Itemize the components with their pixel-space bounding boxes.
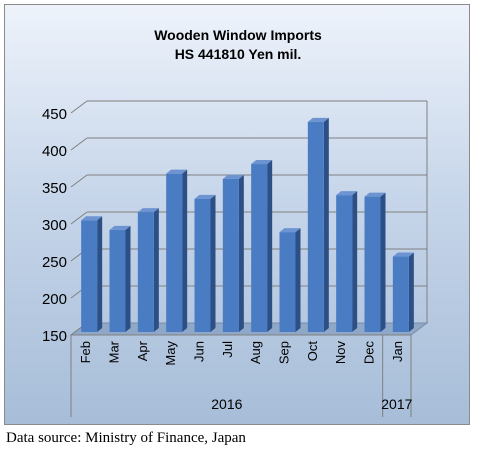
year-group-label: 2016 xyxy=(211,396,242,412)
chart-panel: Wooden Window Imports HS 441810 Yen mil.… xyxy=(4,4,470,425)
bar-top xyxy=(279,228,301,233)
bar-side xyxy=(408,252,414,332)
bar-side xyxy=(153,208,159,332)
y-tick-label: 300 xyxy=(42,217,67,234)
bar-top xyxy=(194,194,216,199)
bar-side xyxy=(380,192,386,332)
x-tick-label: Sep xyxy=(277,341,292,364)
bar xyxy=(251,164,268,332)
year-group-label: 2017 xyxy=(381,396,412,412)
bar-top xyxy=(251,160,273,165)
bar-chart: 150 200 250 300 350 400 450 Feb Mar Apr May Jun Jul A… xyxy=(42,100,429,417)
bar-side xyxy=(125,225,131,332)
bar-top xyxy=(81,216,103,221)
y-tick-label: 200 xyxy=(42,291,67,308)
bar xyxy=(336,195,353,332)
gridline-diagonal xyxy=(70,174,88,188)
y-tick-label: 150 xyxy=(42,328,67,345)
bar-top xyxy=(109,225,131,230)
bar xyxy=(222,178,239,332)
bar-top xyxy=(392,252,414,257)
gridline-diagonal xyxy=(70,211,88,225)
bar xyxy=(307,121,324,332)
bar xyxy=(166,173,183,332)
bar-side xyxy=(97,216,103,332)
chart-subtitle: HS 441810 Yen mil. xyxy=(174,46,302,62)
bar-top xyxy=(336,191,358,196)
x-tick-label: Jan xyxy=(390,341,405,362)
x-tick-label: Oct xyxy=(305,341,320,362)
bar-top xyxy=(307,117,329,122)
y-tick-label: 250 xyxy=(42,254,67,271)
bar-side xyxy=(210,194,216,332)
x-tick-label: Feb xyxy=(78,341,93,363)
bar-top xyxy=(222,174,244,179)
bar-side xyxy=(238,174,244,332)
y-tick-label: 400 xyxy=(42,143,67,160)
bar-top xyxy=(137,208,159,213)
bar-side xyxy=(295,228,301,332)
data-source-note: Data source: Ministry of Finance, Japan xyxy=(6,430,246,446)
x-tick-label: Aug xyxy=(248,341,263,364)
x-tick-label: Nov xyxy=(333,341,348,365)
bar-top xyxy=(364,192,386,197)
y-tick-label: 350 xyxy=(42,180,67,197)
bar xyxy=(364,196,381,332)
x-tick-label: Apr xyxy=(135,340,150,361)
bar-side xyxy=(352,191,358,332)
x-tick-label: Jun xyxy=(192,341,207,362)
bar-side xyxy=(323,117,329,332)
x-tick-label: Dec xyxy=(362,341,377,365)
bar xyxy=(392,256,409,332)
gridline-diagonal xyxy=(70,100,88,114)
y-tick-label: 450 xyxy=(42,106,67,123)
bar xyxy=(279,232,296,332)
bar xyxy=(194,198,211,332)
bar xyxy=(137,212,154,332)
x-tick-label: May xyxy=(163,341,178,366)
bar-side xyxy=(267,160,273,332)
bar xyxy=(109,229,126,332)
chart-title: Wooden Window Imports xyxy=(154,27,322,43)
bar xyxy=(81,220,98,332)
x-tick-label: Mar xyxy=(107,340,122,363)
bar-top xyxy=(166,169,188,174)
bar-side xyxy=(182,169,188,332)
gridline-diagonal xyxy=(70,137,88,151)
x-tick-label: Jul xyxy=(220,341,235,358)
